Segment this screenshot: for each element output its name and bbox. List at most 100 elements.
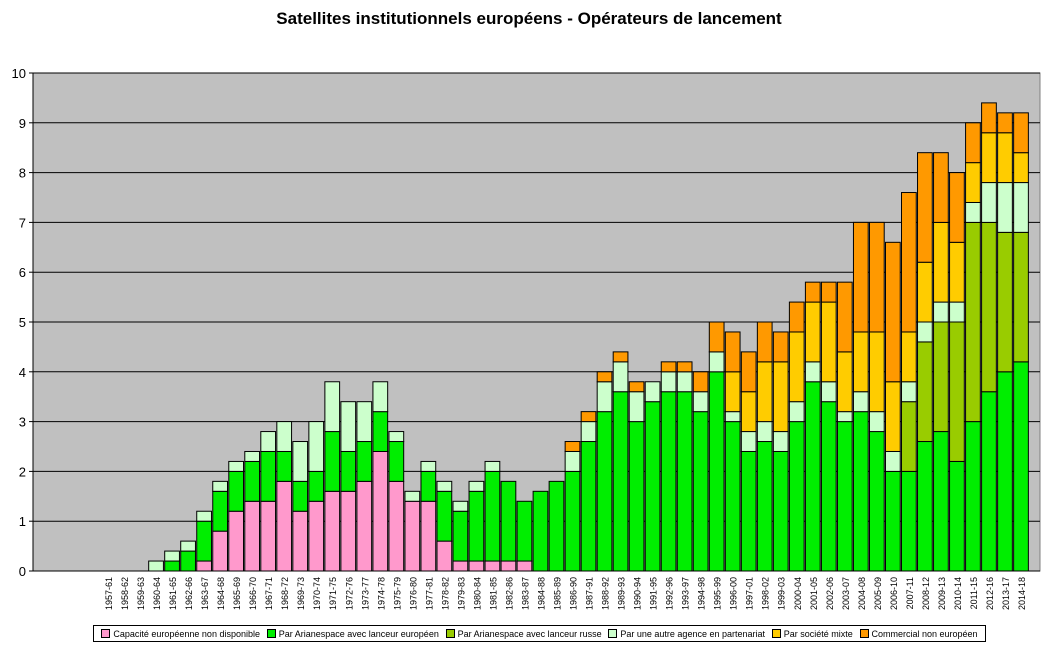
bar-segment <box>308 500 325 572</box>
bar-segment <box>788 331 805 403</box>
legend-swatch <box>445 629 455 638</box>
x-tick-label: 1997-01 <box>745 577 755 610</box>
bar-segment <box>452 500 469 512</box>
x-tick-label: 1981-85 <box>488 577 498 610</box>
x-tick-label: 2008-12 <box>921 577 931 610</box>
x-tick-label: 2004-08 <box>857 577 867 610</box>
legend-label: Par Arianespace avec lanceur russe <box>457 628 602 639</box>
bar-segment <box>244 460 261 502</box>
bar-segment <box>788 421 805 572</box>
y-tick-label: 7 <box>19 215 26 230</box>
x-tick-label: 1972-76 <box>344 577 354 610</box>
bar-segment <box>388 480 405 572</box>
bar-segment <box>276 421 293 452</box>
bar-segment <box>756 321 773 363</box>
bar-segment <box>836 411 853 423</box>
bar-segment <box>901 381 917 403</box>
x-tick-label: 2006-10 <box>889 577 899 610</box>
bar-segment <box>868 331 885 413</box>
x-tick-label: 1979-83 <box>456 577 466 610</box>
bar-segment <box>388 441 405 482</box>
bar-segment <box>917 341 933 443</box>
y-tick-label: 10 <box>12 66 26 81</box>
bar-segment <box>836 421 853 572</box>
bar-segment <box>981 132 997 184</box>
bar-segment <box>933 321 949 433</box>
bar-segment <box>676 391 693 572</box>
bar-segment <box>1013 361 1029 572</box>
bar-segment <box>740 351 757 393</box>
y-tick-label: 3 <box>19 415 26 430</box>
bar-segment <box>933 301 949 323</box>
x-tick-label: 1986-90 <box>569 577 579 610</box>
bar-segment <box>981 182 997 223</box>
bar-segment <box>933 152 949 223</box>
bar-segment <box>692 371 709 393</box>
bar-segment <box>516 560 533 572</box>
bar-segment <box>836 281 853 353</box>
bar-segment <box>388 431 405 443</box>
x-tick-label: 2007-11 <box>905 577 915 609</box>
bar-segment <box>484 470 501 562</box>
x-tick-label: 2010-14 <box>953 577 963 610</box>
bar-segment <box>917 261 933 323</box>
x-tick-label: 1976-80 <box>408 577 418 610</box>
bar-segment <box>949 241 965 303</box>
x-tick-label: 2000-04 <box>793 577 803 610</box>
bar-segment <box>452 560 469 572</box>
bar-segment <box>516 500 533 562</box>
x-tick-label: 2005-09 <box>873 577 883 610</box>
x-tick-label: 2012-16 <box>985 577 995 610</box>
bar-segment <box>981 391 997 572</box>
legend: Capacité européenne non disponible Par Ar… <box>93 625 986 642</box>
x-tick-label: 2011-15 <box>969 577 979 609</box>
bar-segment <box>965 162 981 203</box>
legend-swatch <box>266 629 276 638</box>
bar-segment <box>644 401 661 572</box>
bar-segment <box>564 441 581 452</box>
x-tick-label: 1982-86 <box>504 577 514 610</box>
x-tick-label: 1965-69 <box>232 577 242 610</box>
bar-segment <box>228 460 245 472</box>
bar-segment <box>756 441 773 572</box>
bar-segment <box>340 490 357 572</box>
bar-segment <box>148 560 164 572</box>
x-tick-label: 1961-65 <box>168 577 178 610</box>
bar-segment <box>917 321 933 343</box>
bar-segment <box>468 480 485 492</box>
bar-segment <box>804 381 821 572</box>
bar-segment <box>260 450 277 502</box>
bar-segment <box>324 381 341 433</box>
bar-segment <box>484 460 501 472</box>
bar-segment <box>180 550 196 572</box>
bar-segment <box>420 500 437 572</box>
x-tick-label: 1998-02 <box>761 577 771 610</box>
bar-segment <box>965 221 981 423</box>
bar-segment <box>276 480 293 572</box>
legend-swatch <box>771 629 781 638</box>
chart-title: Satellites institutionnels européens - O… <box>276 9 782 28</box>
x-tick-label: 1990-94 <box>633 577 643 610</box>
bar-segment <box>212 530 228 572</box>
bar-segment <box>772 361 789 433</box>
bar-segment <box>260 431 277 452</box>
bar-segment <box>788 401 805 423</box>
x-tick-label: 1969-73 <box>296 577 306 610</box>
bar-segment <box>820 401 837 572</box>
y-tick-label: 2 <box>19 464 26 479</box>
legend-item: Capacité européenne non disponible <box>101 629 260 639</box>
bar-segment <box>596 411 613 572</box>
legend-label: Par Arianespace avec lanceur européen <box>278 628 439 639</box>
x-tick-label: 1957-61 <box>104 577 114 610</box>
bar-segment <box>756 421 773 443</box>
bar-segment <box>260 500 277 572</box>
x-tick-label: 1958-62 <box>120 577 130 610</box>
bar-segment <box>740 431 757 452</box>
bar-segment <box>788 301 805 333</box>
bar-segment <box>308 421 325 472</box>
bar-segment <box>340 450 357 492</box>
bar-segment <box>708 321 725 353</box>
bar-segment <box>981 102 997 134</box>
y-tick-label: 1 <box>19 514 26 529</box>
bar-segment <box>356 480 373 572</box>
